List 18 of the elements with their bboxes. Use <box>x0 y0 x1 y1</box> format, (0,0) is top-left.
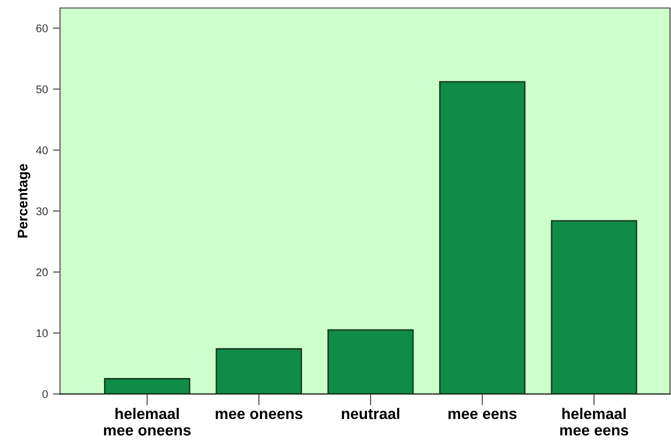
x-tick-label: mee oneens <box>216 410 302 420</box>
y-tick-label: 40 <box>36 146 48 154</box>
bar <box>439 81 526 394</box>
x-tick-label: helemaal mee eens <box>560 408 628 436</box>
y-tick-label: 20 <box>36 268 48 276</box>
y-tick-label: 10 <box>36 329 48 338</box>
y-tick-label: 50 <box>36 85 48 94</box>
y-tick-label: 30 <box>36 207 48 216</box>
x-tick-label: neutraal <box>342 408 400 420</box>
bar <box>216 348 302 394</box>
y-tick-label: 60 <box>36 24 48 32</box>
y-axis-title: Percentage <box>18 164 30 238</box>
x-tick-label: helemaal mee oneens <box>104 408 191 436</box>
y-tick-label: 0 <box>42 390 48 398</box>
bar <box>104 378 190 394</box>
bar <box>327 329 414 394</box>
x-tick-label: mee eens <box>448 410 517 420</box>
bar <box>550 220 638 394</box>
